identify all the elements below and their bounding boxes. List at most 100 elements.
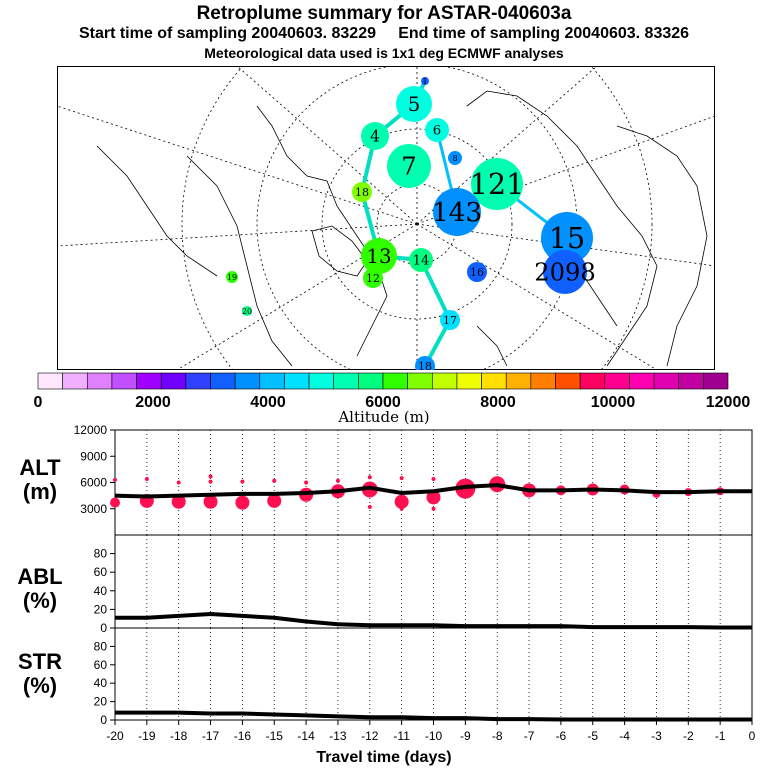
x-tick-label: -7 [524,729,535,743]
y-tick-label: 0 [100,713,107,727]
plume-marker [363,268,383,288]
alt-dot [110,497,120,508]
x-tick-label: -5 [587,729,598,743]
alt-dot [144,477,149,481]
x-tick-label: -13 [329,729,347,743]
y-tick-label: 60 [94,565,108,579]
panel-frame [114,627,753,721]
x-tick-label: -12 [361,729,379,743]
colorbar-cell [160,372,187,390]
colorbar-cell [86,372,113,390]
x-axis-label: Travel time (days) [316,749,452,766]
x-tick-label: -1 [715,729,726,743]
colorbar-cell [604,372,630,390]
alt-dot [304,480,309,485]
colorbar-tick-label: 8000 [480,394,516,411]
colorbar-cell [358,372,384,390]
plume-marker-label: 12 [366,272,380,285]
plume-marker [387,144,431,188]
colorbar-tick-label: 0 [33,394,43,411]
x-tick-label: -17 [202,729,220,743]
alt-panel-label: ALT (m) [19,455,61,504]
x-tick-label: -2 [683,729,694,743]
colorbar-cell [62,372,88,390]
plume-marker-label: 14 [413,254,430,269]
colorbar-tick-label: 4000 [250,394,286,411]
alt-dot [240,479,245,484]
x-tick-label: -3 [651,729,662,743]
colorbar-cell [481,372,507,390]
alt-dot [399,476,404,481]
x-tick-label: -18 [170,729,188,743]
alt-dot [367,505,372,509]
alt-dot [272,478,277,483]
x-tick-label: -20 [106,729,124,743]
alt-dot [394,494,409,509]
colorbar-title: Altitude (m) [338,408,430,426]
colorbar-tick-label: 10000 [590,394,636,411]
colorbar-cell [259,372,285,390]
colorbar-cell [234,372,261,390]
alt-dot [399,506,404,511]
start-time-label: Start time of sampling 20040603. 83229 [78,25,376,42]
plume-marker-label: 15 [549,221,585,255]
y-tick-label: 20 [94,695,108,709]
abl-panel-label: ABL (%) [17,564,63,613]
plume-marker [467,262,487,282]
y-tick-label: 0 [100,621,107,635]
plume-marker [242,306,252,316]
colorbar-tick-label: 2000 [135,394,171,411]
plume-marker-label: 16 [470,266,484,279]
colorbar-cell [456,372,482,390]
plume-marker-label: 18 [418,360,432,370]
colorbar-cell [284,372,310,390]
chart-title: Retroplume summary for ASTAR-040603a [196,3,572,24]
plume-marker-label: 19 [227,273,237,282]
colorbar-cell [530,372,556,390]
plume-marker-label: 143 [432,197,482,228]
plume-marker [409,248,433,272]
plume-marker-label: 4 [370,127,380,145]
plume-marker [361,122,389,150]
colorbar-cell [382,372,408,390]
plume-marker-label: 17 [443,314,457,327]
x-tick-label: -9 [460,729,471,743]
y-tick-label: 9000 [80,449,107,463]
colorbar-cell [505,372,532,390]
coastlines [96,90,708,367]
y-tick-label: 6000 [80,476,107,490]
plume-marker-label: 20 [242,307,252,316]
series-line [114,483,752,499]
colorbar-cell [37,372,63,390]
colorbar-cell [653,372,680,390]
y-tick-label: 40 [94,584,108,598]
plume-marker [448,151,462,165]
alt-dot [431,506,436,511]
alt-dot [171,494,186,509]
plume-marker-label: 8 [452,154,457,163]
series-line [115,710,752,722]
colorbar-cell [629,372,655,390]
plume-marker [541,212,593,264]
colorbar-cell [210,372,236,390]
plume-marker-label: 5 [408,93,421,116]
alt-dot [426,490,441,505]
colorbar-cell [308,372,335,390]
y-tick-label: 40 [94,676,108,690]
colorbar-cell [555,372,581,390]
plume-marker-label: 1 [422,77,427,86]
colorbar-cell [185,372,211,390]
x-tick-label: -11 [393,729,410,743]
x-tick-label: -16 [234,729,252,743]
plume-marker [396,86,432,122]
colorbar-cell [579,372,606,390]
plume-marker [421,77,429,85]
colorbar-cell [407,372,433,390]
alt-dot [431,477,436,481]
plume-marker [471,158,523,210]
x-tick-label: -14 [297,729,315,743]
str-panel-label: STR (%) [18,649,62,698]
plume-marker [361,238,397,274]
